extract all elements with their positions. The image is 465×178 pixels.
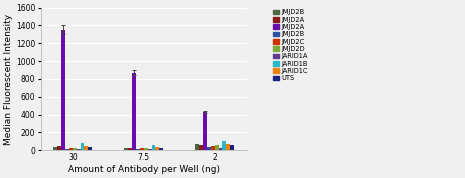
Bar [80, 143, 85, 150]
Bar [132, 73, 136, 150]
Bar [77, 149, 80, 150]
Bar [73, 148, 77, 150]
Bar [57, 146, 61, 150]
Bar [199, 145, 203, 150]
Bar [53, 147, 57, 150]
Bar [195, 145, 199, 150]
Bar [147, 149, 152, 150]
Legend: JMJD2B, JMJD2A, JMJD2A, JMJD2B, JMJD2C, JMJD2D, JARID1A, JARID1B, JARID1C, UTS: JMJD2B, JMJD2A, JMJD2A, JMJD2B, JMJD2C, … [272, 8, 309, 83]
Bar [226, 144, 230, 150]
Bar [88, 147, 92, 150]
Bar [136, 149, 140, 150]
Bar [230, 145, 234, 150]
Bar [124, 148, 128, 150]
Bar [128, 148, 132, 150]
Bar [159, 148, 163, 150]
Bar [144, 148, 147, 150]
Bar [211, 146, 215, 150]
Bar [152, 145, 155, 150]
Bar [155, 147, 159, 150]
Bar [203, 112, 207, 150]
Bar [140, 148, 144, 150]
Bar [219, 148, 222, 150]
Bar [215, 145, 219, 150]
Bar [222, 141, 226, 150]
Bar [69, 148, 73, 150]
Bar [85, 146, 88, 150]
Bar [65, 149, 69, 150]
Bar [61, 30, 65, 150]
Bar [207, 147, 211, 150]
X-axis label: Amount of Antibody per Well (ng): Amount of Antibody per Well (ng) [68, 165, 219, 174]
Y-axis label: Median Fluorescent Intensity: Median Fluorescent Intensity [4, 13, 13, 145]
